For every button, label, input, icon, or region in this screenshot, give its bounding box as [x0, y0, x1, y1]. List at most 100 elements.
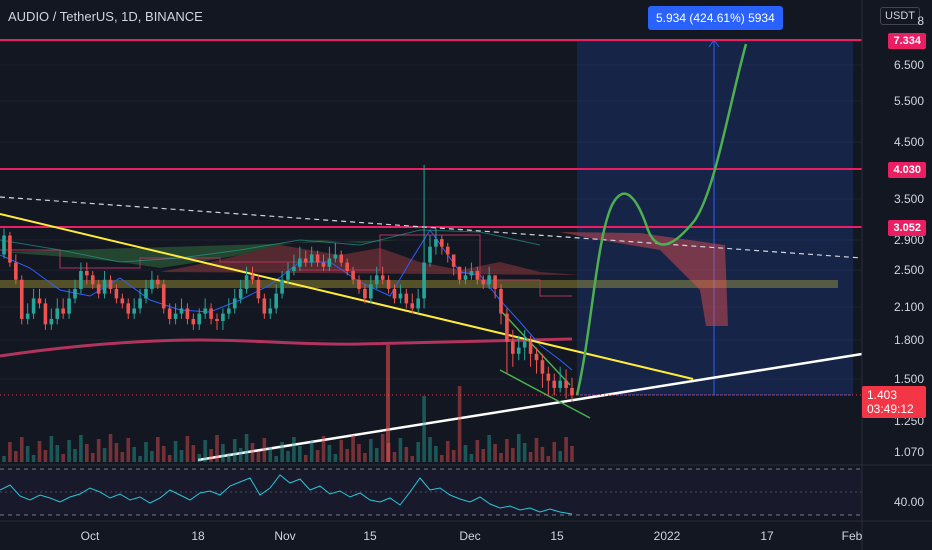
candle-body: [511, 341, 515, 354]
volume-bar: [286, 451, 290, 462]
volume-bar: [457, 386, 462, 462]
candle-body: [392, 288, 397, 299]
ichimoku-cloud-future: [560, 232, 728, 326]
candle-body: [309, 254, 314, 263]
candle-body: [256, 279, 261, 299]
rsi-band-fill: [0, 469, 862, 515]
volume-bar: [309, 441, 314, 462]
volume-bar: [451, 450, 456, 462]
volume-bar: [268, 447, 273, 462]
candle-body: [564, 380, 568, 388]
candle-body: [552, 380, 557, 388]
volume-bar: [339, 440, 344, 462]
candle-body: [262, 298, 267, 314]
support-zone[interactable]: [0, 280, 838, 288]
volume-bar: [215, 435, 219, 462]
candle-body: [369, 284, 373, 299]
volume-bar: [469, 454, 474, 462]
candle-body: [428, 246, 432, 263]
candle-body: [232, 298, 237, 309]
candle-body: [445, 246, 450, 255]
candle-body: [410, 303, 415, 309]
candle-body: [25, 313, 30, 319]
volume-bar: [203, 440, 207, 462]
descending-trendline[interactable]: [0, 213, 694, 380]
volume-bar: [25, 446, 30, 462]
dashed-trendline[interactable]: [0, 196, 863, 259]
measure-region[interactable]: [577, 40, 853, 395]
candle-body: [221, 313, 225, 322]
volume-bar: [185, 436, 190, 462]
volume-bar: [351, 435, 355, 462]
candle-body: [274, 293, 278, 309]
volume-bar: [522, 443, 527, 462]
measure-label[interactable]: 5.934 (424.61%) 5934: [648, 6, 783, 30]
volume-bar: [55, 445, 60, 462]
candle-body: [8, 235, 12, 263]
candle-body: [108, 279, 113, 289]
volume-bar: [534, 438, 539, 462]
volume-bar: [434, 446, 438, 462]
symbol-title[interactable]: AUDIO / TetherUS, 1D, BINANCE: [8, 9, 203, 24]
candle-body: [209, 308, 213, 319]
volume-bar: [410, 456, 415, 462]
level-badge-4030[interactable]: 4.030: [888, 162, 926, 178]
last-price-badge[interactable]: 1.403 03:49:12: [862, 386, 926, 418]
volume-bar: [511, 448, 515, 462]
candle-body: [120, 298, 125, 304]
level-badge-3052[interactable]: 3.052: [888, 220, 926, 236]
volume-bar: [357, 444, 361, 462]
moving-average-line: [0, 337, 573, 358]
candle-body: [493, 275, 497, 289]
volume-bar: [14, 451, 18, 462]
ascending-trendline[interactable]: [197, 352, 863, 462]
volume-bar: [8, 442, 12, 462]
volume-bar: [303, 455, 308, 462]
volume-bar: [428, 437, 432, 462]
candle-body: [321, 262, 326, 267]
candle-body: [345, 262, 349, 272]
candlestick-series: [2, 164, 574, 402]
volume-bar: [61, 454, 65, 462]
candle-body: [298, 258, 302, 267]
volume-bar: [85, 444, 89, 462]
volume-bar: [209, 449, 213, 462]
candle-body: [286, 271, 290, 280]
volume-bar: [132, 447, 136, 462]
forecast-path[interactable]: [575, 43, 748, 396]
candle-body: [292, 266, 296, 272]
candle-body: [481, 279, 486, 285]
candle-body: [357, 279, 361, 289]
candle-body: [404, 293, 409, 304]
candle-body: [434, 239, 438, 247]
level-badge-7334[interactable]: 7.334: [888, 33, 926, 49]
candle-body: [55, 308, 60, 319]
volume-bar: [487, 435, 491, 462]
candle-body: [422, 262, 426, 299]
candle-body: [398, 293, 403, 299]
volume-bar: [49, 436, 54, 462]
currency-button[interactable]: USDT: [880, 7, 920, 25]
price-tick: 4.500: [893, 135, 924, 149]
volume-bar: [250, 443, 255, 462]
time-tick: 15: [550, 529, 564, 543]
volume-bar: [73, 449, 77, 462]
volume-bar: [321, 436, 326, 462]
candle-body: [114, 288, 119, 299]
candle-body: [197, 313, 202, 325]
volume-bar: [43, 450, 48, 462]
candle-countdown: 03:49:12: [867, 402, 914, 416]
volume-bar: [120, 452, 125, 462]
candle-body: [463, 275, 468, 280]
candle-body: [374, 275, 379, 285]
volume-bar: [374, 448, 379, 462]
volume-bar: [528, 452, 533, 462]
candle-body: [49, 318, 54, 325]
volume-bar: [345, 449, 349, 462]
candle-body: [179, 308, 184, 314]
time-tick: Dec: [459, 529, 481, 543]
candle-body: [185, 308, 190, 319]
volume-bar: [126, 438, 131, 462]
candle-body: [31, 298, 36, 314]
